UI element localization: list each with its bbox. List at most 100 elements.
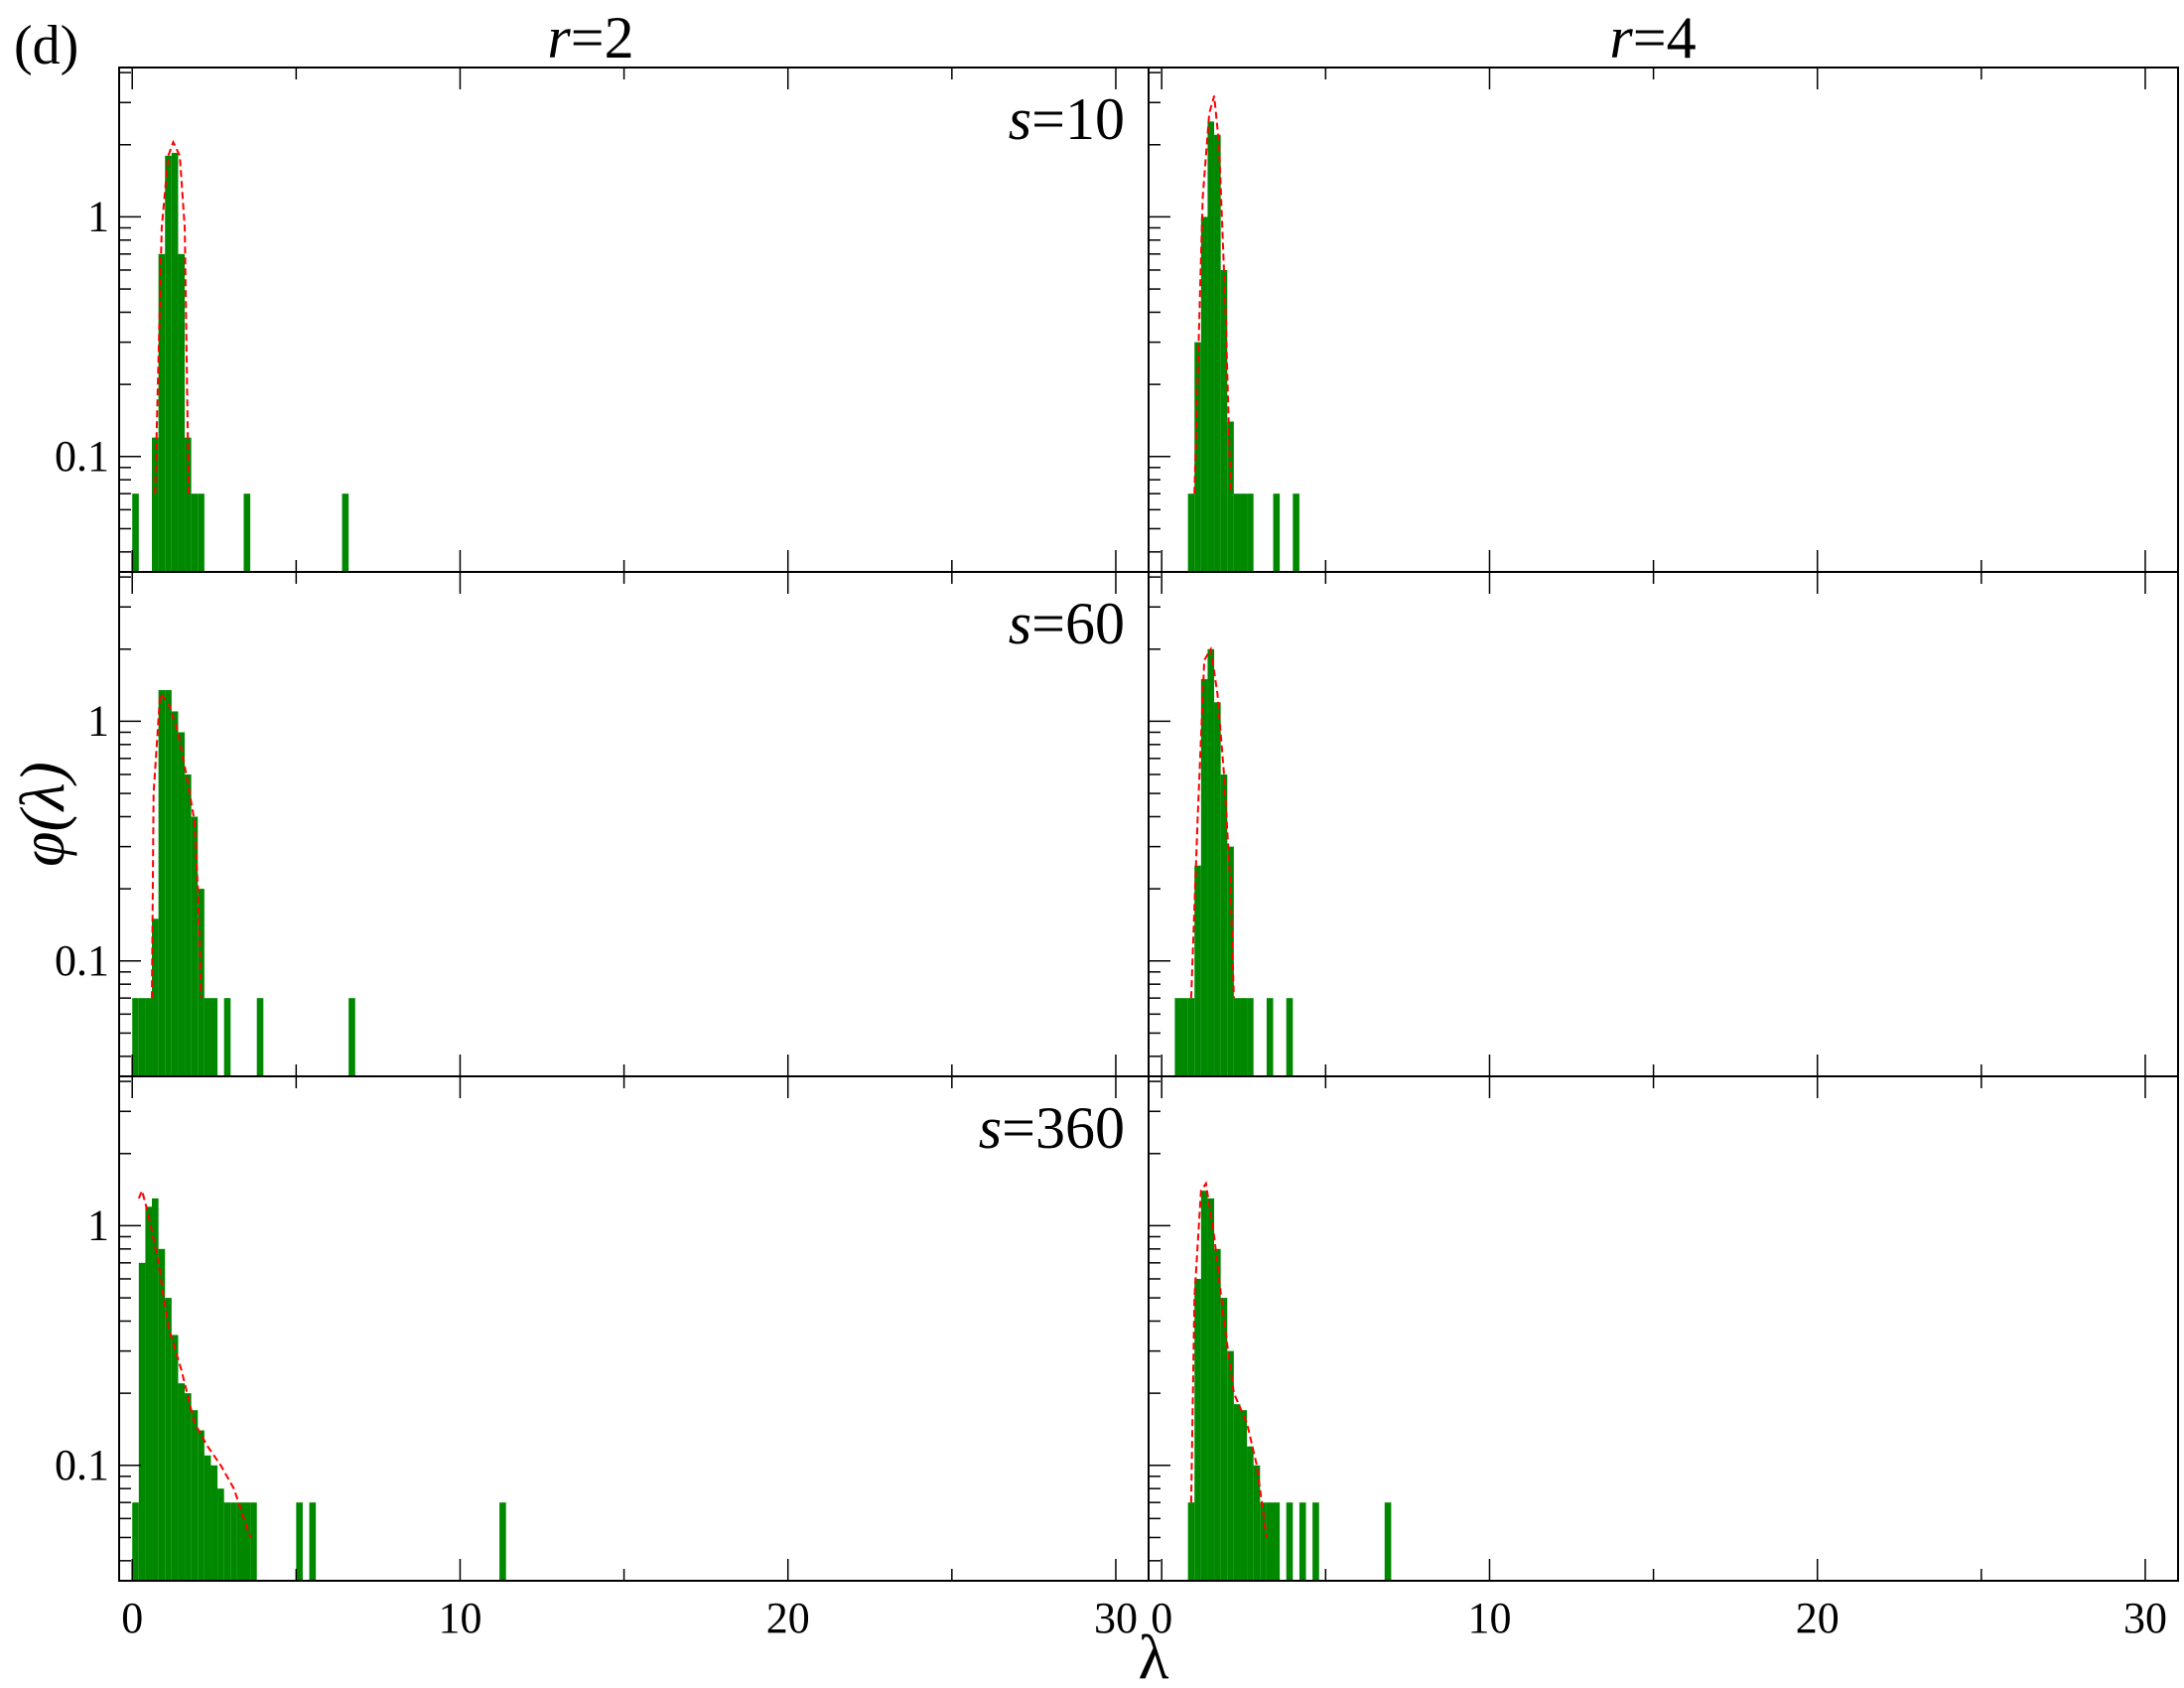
histogram-bar (1266, 998, 1274, 1076)
histogram-bar (1214, 702, 1221, 1076)
histogram-bar (243, 1502, 251, 1581)
histogram-bar (210, 998, 218, 1076)
histogram-bar (158, 253, 166, 572)
histogram-bar (1233, 998, 1241, 1076)
row-label-var: s (1009, 86, 1031, 152)
histogram-bar (191, 816, 199, 1076)
histogram-bar (1260, 1502, 1267, 1581)
histogram-bar (1233, 1404, 1241, 1581)
histogram-bar (1214, 134, 1221, 572)
y-tick-label: 1 (87, 192, 109, 240)
histogram-bar (236, 1502, 244, 1581)
histogram-bar (230, 1502, 237, 1581)
histogram-bar (165, 155, 172, 572)
panel-tag: (d) (14, 15, 78, 76)
histogram-bar (1181, 998, 1188, 1076)
histogram-bar (178, 1383, 186, 1581)
histogram-bar (250, 1502, 257, 1581)
histogram-bar (178, 732, 186, 1076)
y-tick-label: 0.1 (55, 1441, 109, 1489)
fit-curve (1193, 95, 1232, 494)
x-tick-label: 30 (1094, 1594, 1138, 1642)
x-tick-label: 10 (438, 1594, 481, 1642)
histogram-bar (185, 1393, 192, 1581)
histogram-bar (1207, 1197, 1215, 1581)
panel-frame (1148, 1075, 2179, 1582)
panel-frame (118, 67, 1150, 573)
x-tick-label: 20 (1796, 1594, 1840, 1642)
histogram-bar (1187, 998, 1195, 1076)
histogram-bar (1298, 1502, 1306, 1581)
histogram-bar (1227, 846, 1234, 1076)
histogram-bar (1286, 998, 1294, 1076)
histogram-bar (1207, 121, 1215, 572)
histogram-bar (1312, 1502, 1319, 1581)
histogram-bar (1194, 342, 1201, 572)
histogram-bar (152, 437, 159, 572)
histogram-bar (165, 1298, 172, 1581)
histogram-bar (158, 689, 166, 1076)
row-label-value: =10 (1031, 86, 1125, 152)
x-axis-label: λ (1138, 1621, 1168, 1688)
histogram-bar (1220, 1298, 1228, 1581)
y-axis-label: φ(λ) (7, 762, 77, 867)
histogram-bar (191, 493, 199, 572)
histogram-bar (178, 253, 186, 572)
histogram-bar (223, 1502, 231, 1581)
fit-curve (137, 1188, 252, 1538)
histogram-bar (191, 1410, 199, 1581)
histogram-bar (145, 1206, 153, 1581)
histogram-bar (1266, 1502, 1274, 1581)
panel-r4-s360: 0 10 20 30 (1148, 1075, 2179, 1642)
histogram-bar (1200, 1191, 1208, 1581)
histogram-bar (1293, 493, 1299, 572)
histogram-bar (1207, 648, 1215, 1076)
row-label-s360: s=360 (979, 1095, 1125, 1161)
histogram-bar (1200, 216, 1208, 572)
y-tick-label: 0.1 (55, 432, 109, 481)
histogram-bar (165, 689, 172, 1076)
histogram-bar (1240, 493, 1248, 572)
histogram-bar (198, 493, 205, 572)
row-label-var: s (1009, 591, 1031, 656)
histogram-bar (1247, 1446, 1254, 1581)
column-header-r2: r=2 (547, 5, 633, 70)
y-tick-label: 1 (87, 696, 109, 745)
histogram-bar (1273, 493, 1281, 572)
histogram-bar (171, 711, 179, 1076)
histogram-bar (198, 1430, 205, 1581)
histogram-bar (1174, 998, 1182, 1076)
histogram-bar (171, 1335, 179, 1581)
histogram-bar (152, 918, 159, 1076)
histogram-bar (138, 998, 146, 1076)
histogram-bar (132, 998, 139, 1076)
fit-curve (154, 139, 190, 494)
y-tick-label: 1 (87, 1200, 109, 1249)
histogram-bar (1227, 421, 1234, 572)
histogram-bar (1240, 1410, 1248, 1581)
histogram-bar (1240, 998, 1248, 1076)
histogram-bar (210, 1465, 218, 1581)
panel-r4-s60 (1148, 571, 2179, 1077)
histogram-bar (152, 1197, 159, 1581)
row-label-value: =360 (1002, 1095, 1125, 1161)
fit-curve (1189, 1181, 1268, 1538)
histogram-bar (132, 1502, 139, 1581)
histogram-bar (243, 493, 251, 572)
histogram-bar (1253, 1465, 1261, 1581)
histogram-bar (256, 998, 264, 1076)
panel-frame (1148, 571, 2179, 1077)
histogram-bar (1220, 774, 1228, 1076)
panel-frame (118, 571, 1150, 1077)
histogram-bar (204, 998, 211, 1076)
x-tick-label: 0 (1151, 1594, 1172, 1642)
histogram-bar (158, 1248, 166, 1581)
histogram-bar (145, 998, 153, 1076)
histogram-bar (1187, 1502, 1195, 1581)
x-tick-label: 30 (2123, 1594, 2167, 1642)
panel-r4-s10 (1148, 67, 2179, 573)
histogram-bar (198, 889, 205, 1076)
y-tick-label: 0.1 (55, 936, 109, 985)
